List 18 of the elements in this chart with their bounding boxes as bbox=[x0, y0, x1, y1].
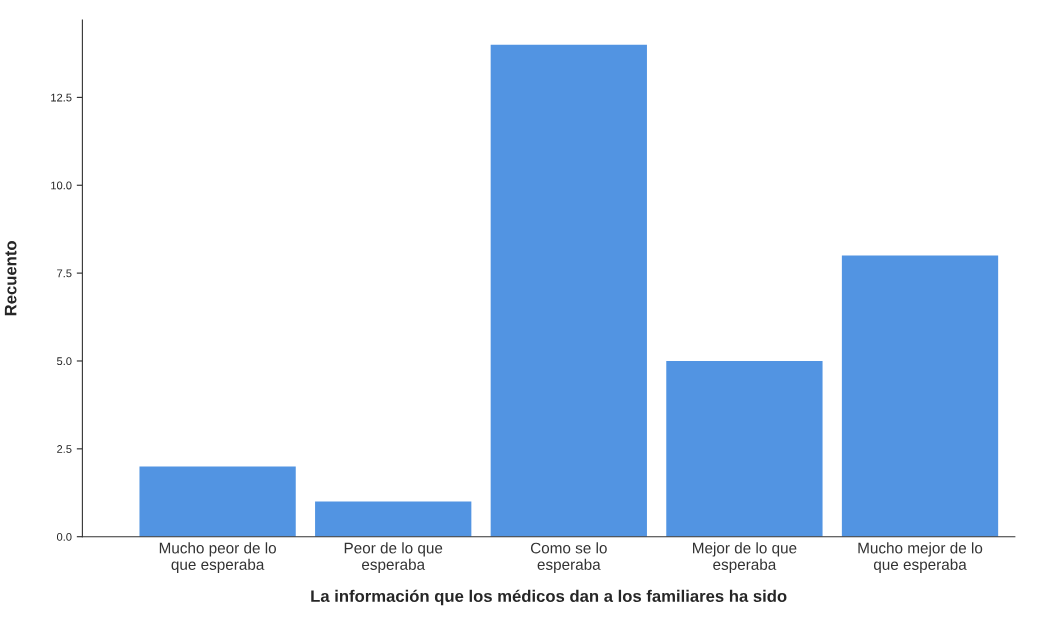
y-tick-label: 5.0 bbox=[56, 357, 72, 366]
x-tick-label: Peor de lo que esperaba bbox=[344, 542, 443, 573]
y-axis-title: Recuento bbox=[4, 241, 17, 316]
y-tick-label: 2.5 bbox=[57, 445, 72, 453]
bar bbox=[139, 466, 296, 537]
y-tick-label: 12.5 bbox=[51, 93, 72, 102]
x-tick-label: Mucho peor de lo que esperaba bbox=[159, 542, 276, 573]
bar bbox=[490, 44, 647, 537]
x-tick-label: Mejor de lo que esperaba bbox=[693, 542, 797, 573]
x-axis-title: La información que los médicos dan a los familiares ha sido bbox=[311, 589, 787, 606]
bar bbox=[666, 360, 823, 537]
y-tick-label: 0.0 bbox=[56, 532, 72, 541]
y-tick-label: 7.5 bbox=[57, 269, 72, 278]
bar bbox=[841, 255, 999, 537]
bar bbox=[315, 501, 472, 537]
x-tick-label: Mucho mejor de lo que esperaba bbox=[858, 542, 983, 573]
y-tick-label: 10.0 bbox=[51, 181, 72, 190]
x-tick-label: Como se lo esperaba bbox=[530, 542, 607, 573]
